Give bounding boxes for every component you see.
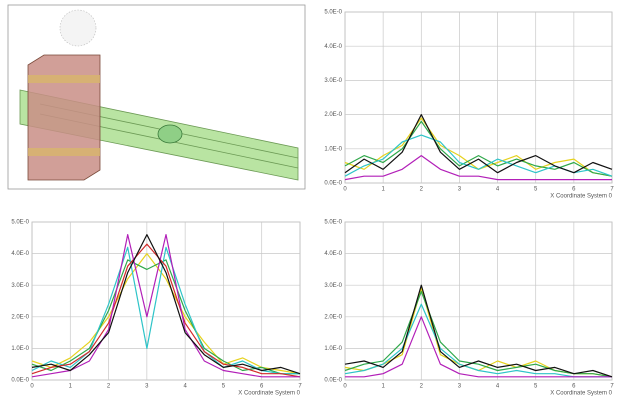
x-tick-label: 0 <box>30 384 34 390</box>
box-band <box>28 75 100 83</box>
x-tick-label: 4 <box>496 187 500 193</box>
y-tick-label: 2.0E-0 <box>11 314 29 320</box>
y-tick-label: 4.0E-0 <box>324 251 342 257</box>
mesh-sphere <box>60 10 96 46</box>
x-tick-label: 0 <box>343 384 347 390</box>
box <box>28 55 100 180</box>
x-tick-label: 4 <box>183 384 187 390</box>
x-axis-label: X Coordinate System 0 <box>550 391 612 397</box>
x-axis-label: X Coordinate System 0 <box>238 391 300 397</box>
figure: 0.0E-0 1.0E-0 2.0E-0 3.0E-0 4.0E-0 5.0E-0 0 1 2 3… <box>0 0 618 398</box>
y-tick-label: 4.0E-0 <box>11 251 29 257</box>
y-tick-label: 0.0E-0 <box>324 181 342 187</box>
x-tick-label: 6 <box>260 384 264 390</box>
sphere <box>158 125 182 143</box>
x-tick-label: 5 <box>222 384 226 390</box>
x-tick-label: 7 <box>610 187 614 193</box>
y-tick-label: 1.0E-0 <box>324 146 342 152</box>
x-tick-label: 2 <box>420 187 424 193</box>
x-tick-label: 3 <box>458 187 462 193</box>
x-tick-label: 3 <box>458 384 462 390</box>
x-tick-label: 7 <box>298 384 302 390</box>
x-tick-label: 1 <box>381 187 385 193</box>
y-tick-label: 2.0E-0 <box>324 112 342 118</box>
x-tick-label: 2 <box>107 384 111 390</box>
x-tick-label: 7 <box>610 384 614 390</box>
x-tick-label: 1 <box>69 384 73 390</box>
y-tick-label: 3.0E-0 <box>324 78 342 84</box>
y-tick-label: 5.0E-0 <box>324 220 342 226</box>
y-tick-label: 5.0E-0 <box>11 220 29 226</box>
y-tick-label: 4.0E-0 <box>324 44 342 50</box>
plot-area <box>345 222 612 380</box>
y-tick-label: 0.0E-0 <box>11 378 29 384</box>
y-tick-label: 3.0E-0 <box>11 283 29 289</box>
box-band <box>28 148 100 156</box>
y-tick-label: 0.0E-0 <box>324 378 342 384</box>
y-tick-label: 5.0E-0 <box>324 10 342 16</box>
y-tick-label: 1.0E-0 <box>324 346 342 352</box>
y-tick-label: 3.0E-0 <box>324 283 342 289</box>
x-tick-label: 6 <box>572 187 576 193</box>
x-tick-label: 1 <box>381 384 385 390</box>
x-tick-label: 5 <box>534 187 538 193</box>
x-axis-label: X Coordinate System 0 <box>550 194 612 200</box>
x-tick-label: 5 <box>534 384 538 390</box>
y-tick-label: 1.0E-0 <box>11 346 29 352</box>
model-view <box>8 5 305 189</box>
x-tick-label: 6 <box>572 384 576 390</box>
x-tick-label: 2 <box>420 384 424 390</box>
x-tick-label: 3 <box>145 384 149 390</box>
x-tick-label: 4 <box>496 384 500 390</box>
y-tick-label: 2.0E-0 <box>324 314 342 320</box>
x-tick-label: 0 <box>343 187 347 193</box>
